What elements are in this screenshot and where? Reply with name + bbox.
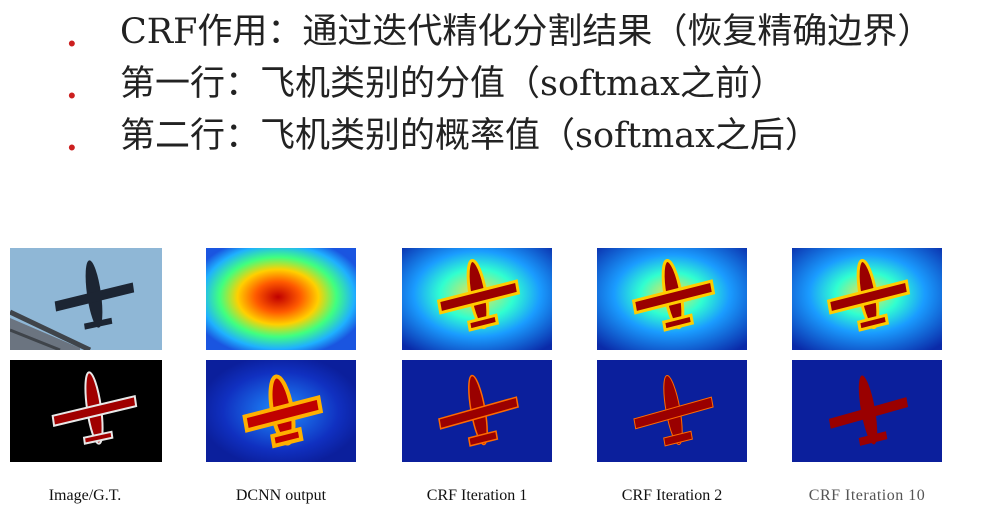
ground-truth-mask <box>10 360 162 462</box>
bullet-item: • 第二行：飞机类别的概率值（softmax之后） <box>66 110 966 162</box>
bullet-text: 第二行：飞机类别的概率值（softmax之后） <box>120 116 820 156</box>
bullet-text: 第一行：飞机类别的分值（softmax之前） <box>120 64 785 104</box>
bullet-dot-icon: • <box>68 83 76 108</box>
caption-crf-iteration-2: CRF Iteration 2 <box>621 487 723 504</box>
caption-crf-iteration-1: CRF Iteration 1 <box>426 487 528 504</box>
bullet-dot-icon: • <box>68 31 76 56</box>
bullet-dot-icon: • <box>68 135 76 160</box>
crf-iter1-score-map <box>402 248 552 350</box>
caption-crf-iteration-10: CRF Iteration 10 <box>808 487 926 504</box>
dcnn-score-map <box>206 248 356 350</box>
caption-image-gt: Image/G.T. <box>48 487 122 504</box>
crf-iter10-score-map <box>792 248 942 350</box>
crf-iter1-probability-map <box>402 360 552 462</box>
crf-iter2-probability-map <box>597 360 747 462</box>
input-image <box>10 248 162 350</box>
bullet-item: • CRF作用：通过迭代精化分割结果（恢复精确边界） <box>66 6 966 58</box>
caption-dcnn-output: DCNN output <box>235 487 327 504</box>
bullet-item: • 第一行：飞机类别的分值（softmax之前） <box>66 58 966 110</box>
crf-iter2-score-map <box>597 248 747 350</box>
dcnn-probability-map <box>206 360 356 462</box>
bullet-list: • CRF作用：通过迭代精化分割结果（恢复精确边界） • 第一行：飞机类别的分值… <box>66 6 966 162</box>
crf-iter10-probability-map <box>792 360 942 462</box>
bullet-text: CRF作用：通过迭代精化分割结果（恢复精确边界） <box>120 12 933 52</box>
